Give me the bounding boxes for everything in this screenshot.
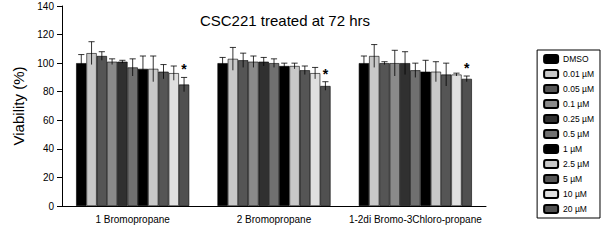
svg-text:100: 100 xyxy=(37,58,54,69)
svg-text:2.5 µM: 2.5 µM xyxy=(563,159,589,169)
svg-text:1 µM: 1 µM xyxy=(563,144,582,154)
svg-text:CSC221 treated at 72 hrs: CSC221 treated at 72 hrs xyxy=(200,12,370,29)
svg-text:10 µM: 10 µM xyxy=(563,189,587,199)
svg-text:0: 0 xyxy=(48,201,54,212)
svg-text:Viability (%): Viability (%) xyxy=(10,67,27,146)
svg-text:1 Bromopropane: 1 Bromopropane xyxy=(95,214,170,225)
svg-text:2 Bromopropane: 2 Bromopropane xyxy=(237,214,312,225)
svg-text:0.01 µM: 0.01 µM xyxy=(563,69,594,79)
svg-text:5 µM: 5 µM xyxy=(563,174,582,184)
svg-text:0.5 µM: 0.5 µM xyxy=(563,129,589,139)
svg-text:140: 140 xyxy=(37,1,54,12)
svg-text:0.1 µM: 0.1 µM xyxy=(563,99,589,109)
svg-text:DMSO: DMSO xyxy=(563,54,589,64)
svg-text:20: 20 xyxy=(43,172,55,183)
svg-text:1-2di Bromo-3Chloro-propane: 1-2di Bromo-3Chloro-propane xyxy=(349,214,482,225)
svg-text:*: * xyxy=(181,61,187,77)
svg-text:80: 80 xyxy=(43,86,55,97)
svg-text:120: 120 xyxy=(37,29,54,40)
svg-text:20 µM: 20 µM xyxy=(563,204,587,214)
svg-text:*: * xyxy=(464,60,470,76)
svg-text:*: * xyxy=(323,66,329,82)
svg-text:0.25 µM: 0.25 µM xyxy=(563,114,594,124)
svg-text:60: 60 xyxy=(43,115,55,126)
svg-text:0.05 µM: 0.05 µM xyxy=(563,84,594,94)
svg-text:40: 40 xyxy=(43,143,55,154)
